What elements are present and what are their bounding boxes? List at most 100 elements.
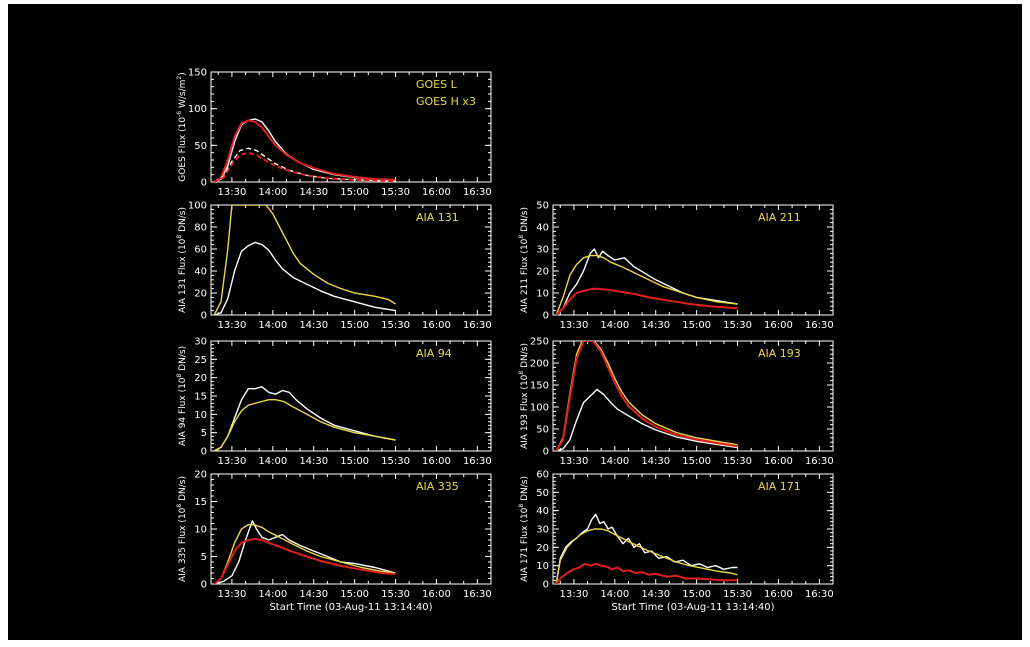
x-tick-label: 15:30 <box>723 320 752 331</box>
legend-entry: AIA 171 <box>758 480 801 493</box>
panel-aia211: 13:30 14:00 14:30 15:00 15:30 16:00 16:30 0 10 20… <box>518 201 834 332</box>
x-tick-label: 16:00 <box>422 589 451 600</box>
y-tick-label: 20 <box>536 543 549 554</box>
y-axis-label: AIA 193 Flux (108 DN/s) <box>518 343 530 449</box>
series-group <box>213 118 396 182</box>
x-tick-label: 14:30 <box>299 589 328 600</box>
legend-entry: AIA 193 <box>758 347 801 360</box>
y-tick-label: 10 <box>194 525 207 536</box>
x-tick-label: 15:30 <box>381 456 410 467</box>
x-tick-label: 16:30 <box>805 320 834 331</box>
series-line-2 <box>555 341 738 451</box>
y-tick-label: 100 <box>188 104 207 115</box>
y-tick-label: 40 <box>194 267 207 278</box>
y-tick-label: 0 <box>543 580 549 591</box>
y-tick-label: 5 <box>201 552 207 563</box>
y-tick-label: 5 <box>201 428 207 439</box>
x-tick-label: 14:00 <box>600 456 629 467</box>
x-tick-label: 13:30 <box>217 320 246 331</box>
legend-entry: AIA 131 <box>416 211 459 224</box>
x-tick-label: 15:00 <box>682 320 711 331</box>
series-line-1 <box>555 254 738 315</box>
y-tick-label: 40 <box>536 223 549 234</box>
legend-entry: AIA 94 <box>416 347 452 360</box>
y-tick-label: 150 <box>530 381 549 392</box>
series-line-1 <box>555 528 738 584</box>
panel-aia131: 13:30 14:00 14:30 15:00 15:30 16:00 16:30 0 20 40… <box>176 201 492 332</box>
y-axis-label: GOES Flux (10-6 W/s/m2) <box>176 72 188 181</box>
figure-background <box>8 4 1022 640</box>
x-axis-label: Start Time (03-Aug-11 13:14:40) <box>269 602 432 613</box>
x-tick-label: 16:30 <box>805 456 834 467</box>
x-tick-label: 13:30 <box>559 456 588 467</box>
y-tick-label: 100 <box>188 201 207 212</box>
series-group <box>555 513 738 584</box>
y-tick-label: 40 <box>536 506 549 517</box>
x-tick-label: 14:30 <box>641 320 670 331</box>
series-line-1 <box>213 205 396 315</box>
x-tick-label: 14:00 <box>258 320 287 331</box>
y-tick-label: 10 <box>194 410 207 421</box>
y-tick-label: 200 <box>530 359 549 370</box>
y-tick-label: 30 <box>536 245 549 256</box>
x-tick-label: 15:30 <box>723 456 752 467</box>
x-tick-label: 15:30 <box>723 589 752 600</box>
x-tick-label: 13:30 <box>559 320 588 331</box>
series-line-1 <box>213 523 396 584</box>
y-tick-label: 60 <box>536 470 549 481</box>
plot-frame <box>210 71 492 183</box>
y-axis-label: AIA 335 Flux (108 DN/s) <box>176 476 188 582</box>
x-tick-label: 15:30 <box>381 187 410 198</box>
y-tick-label: 30 <box>536 525 549 536</box>
x-tick-label: 16:30 <box>463 456 492 467</box>
y-tick-label: 50 <box>536 201 549 212</box>
y-tick-label: 15 <box>194 497 207 508</box>
series-line-0 <box>555 388 738 451</box>
x-tick-label: 14:30 <box>641 589 670 600</box>
x-tick-label: 14:30 <box>299 187 328 198</box>
x-tick-label: 13:30 <box>217 187 246 198</box>
y-tick-label: 20 <box>194 373 207 384</box>
y-axis-label: AIA 131 Flux (108 DN/s) <box>176 207 188 313</box>
y-tick-label: 10 <box>536 289 549 300</box>
y-tick-label: 0 <box>543 311 549 322</box>
x-tick-label: 15:00 <box>682 456 711 467</box>
x-tick-label: 14:00 <box>258 589 287 600</box>
x-tick-label: 13:30 <box>559 589 588 600</box>
y-axis-label: AIA 211 Flux (108 DN/s) <box>518 207 530 313</box>
panel-aia94: 13:30 14:00 14:30 15:00 15:30 16:00 16:30 0 5 10 1… <box>176 337 492 468</box>
series-line-2 <box>555 287 738 315</box>
y-tick-label: 25 <box>194 355 207 366</box>
series-line-0 <box>555 513 738 584</box>
y-tick-label: 20 <box>194 470 207 481</box>
y-tick-label: 0 <box>201 178 207 189</box>
series-line-3 <box>213 151 396 182</box>
series-group <box>213 520 396 584</box>
y-tick-label: 50 <box>194 141 207 152</box>
panel-goes: 13:30 14:00 14:30 15:00 15:30 16:00 16:30 0 50 10… <box>176 68 492 199</box>
x-tick-label: 15:30 <box>381 589 410 600</box>
y-tick-label: 60 <box>194 245 207 256</box>
panel-aia171: 13:30 14:00 14:30 15:00 15:30 16:00 16:30 0 10 20… <box>518 470 834 614</box>
y-tick-label: 0 <box>543 447 549 458</box>
x-tick-label: 14:30 <box>299 320 328 331</box>
x-tick-label: 16:30 <box>463 187 492 198</box>
x-tick-label: 16:00 <box>422 320 451 331</box>
x-tick-label: 15:30 <box>381 320 410 331</box>
series-line-2 <box>213 537 396 584</box>
y-tick-label: 30 <box>194 337 207 348</box>
series-line-0 <box>213 241 396 315</box>
x-tick-label: 14:30 <box>299 456 328 467</box>
y-tick-label: 150 <box>188 68 207 79</box>
y-tick-label: 15 <box>194 392 207 403</box>
x-tick-label: 16:30 <box>463 320 492 331</box>
legend-entry: GOES H x3 <box>416 95 476 108</box>
x-tick-label: 16:30 <box>805 589 834 600</box>
y-tick-label: 0 <box>201 580 207 591</box>
x-tick-label: 15:00 <box>682 589 711 600</box>
y-tick-label: 250 <box>530 337 549 348</box>
x-tick-label: 13:30 <box>217 589 246 600</box>
series-line-1 <box>213 399 396 451</box>
x-tick-label: 16:30 <box>463 589 492 600</box>
